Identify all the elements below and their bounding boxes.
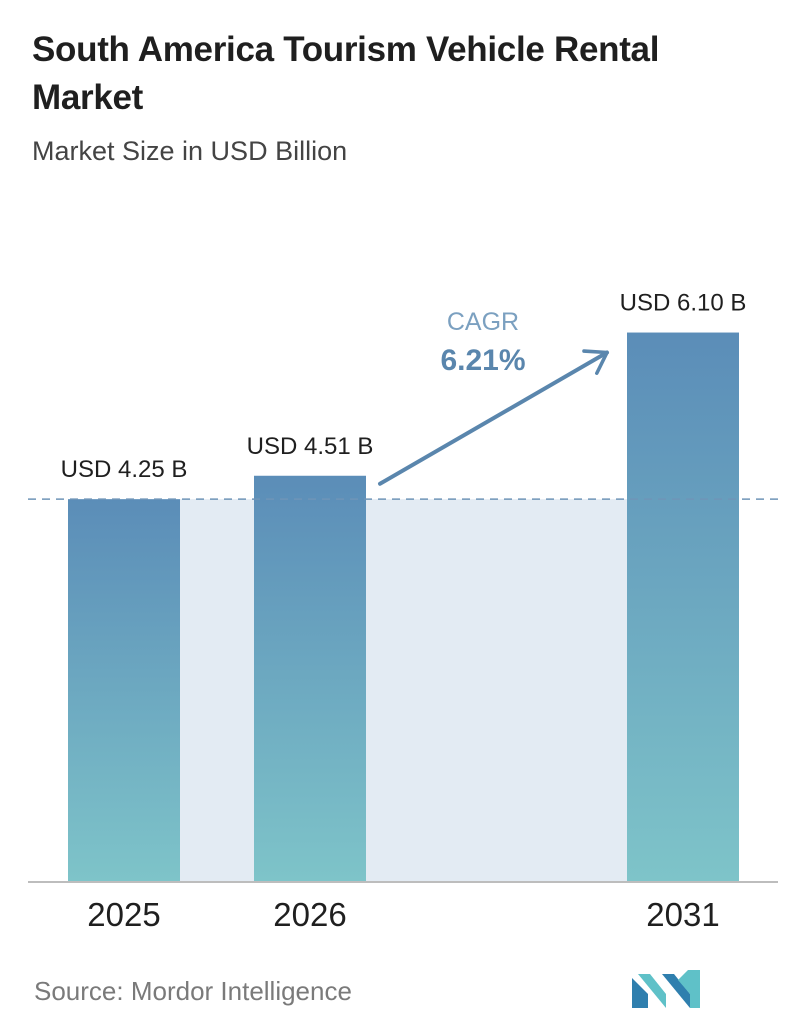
mordor-intelligence-logo-icon xyxy=(632,970,700,1008)
bar-chart: USD 4.25 B 2025 USD 4.51 B 2026 USD 6.10 B 20… xyxy=(28,290,782,933)
bar-2026 xyxy=(254,475,366,882)
chart-title: South America Tourism Vehicle Rental Mar… xyxy=(32,30,660,117)
bar-2025 xyxy=(68,499,180,882)
value-label-2026: USD 4.51 B xyxy=(247,433,374,460)
cagr-arrow xyxy=(378,349,609,486)
x-tick-label-2025: 2025 xyxy=(87,896,160,933)
x-tick-label-2031: 2031 xyxy=(646,896,719,933)
value-label-2025: USD 4.25 B xyxy=(61,456,188,483)
cagr-value: 6.21% xyxy=(440,344,525,377)
x-tick-label-2026: 2026 xyxy=(273,896,346,933)
bar-2031 xyxy=(627,332,739,882)
chart-subtitle: Market Size in USD Billion xyxy=(32,136,348,166)
cagr-label: CAGR xyxy=(447,308,519,336)
source-text: Source: Mordor Intelligence xyxy=(34,976,352,1006)
value-label-2031: USD 6.10 B xyxy=(620,290,747,317)
